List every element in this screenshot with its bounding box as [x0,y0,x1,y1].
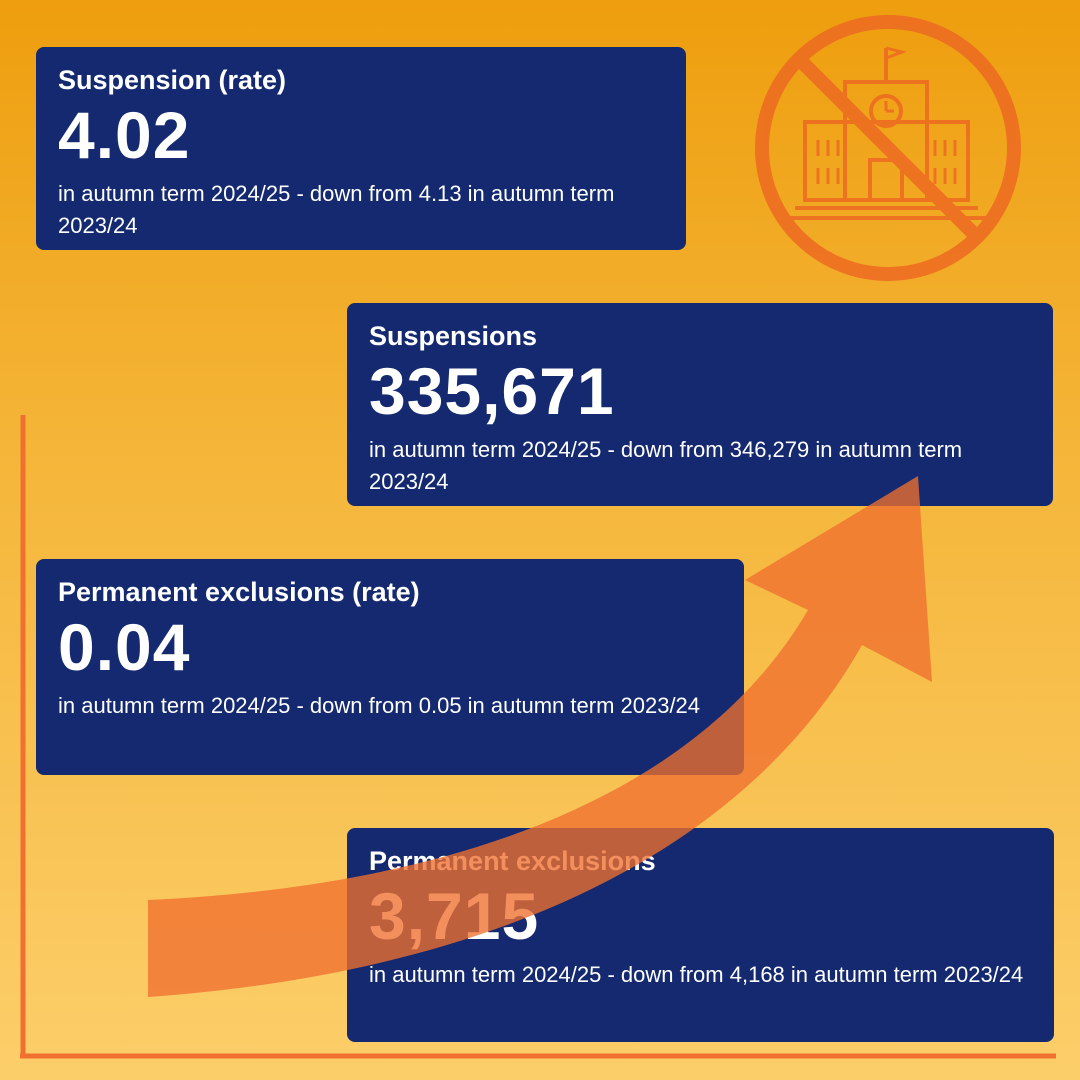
no-school-icon [755,15,1021,281]
stat-card-suspensions: Suspensions 335,671 in autumn term 2024/… [347,303,1053,506]
stat-card-permanent-exclusions: Permanent exclusions 3,715 in autumn ter… [347,828,1054,1042]
stat-description: in autumn term 2024/25 - down from 4,168… [369,962,1024,988]
stat-description: in autumn term 2024/25 - down from 346,2… [369,437,963,494]
stat-value: 0.04 [58,610,191,685]
stat-description: in autumn term 2024/25 - down from 4.13 … [58,181,615,238]
stat-card-permanent-exclusions-rate: Permanent exclusions (rate) 0.04 in autu… [36,559,744,775]
stat-title: Suspension (rate) [58,65,287,95]
stat-value: 335,671 [369,354,615,429]
stat-title: Permanent exclusions [369,846,656,876]
stat-value: 4.02 [58,98,191,173]
stat-title: Permanent exclusions (rate) [58,577,420,607]
stat-value: 3,715 [369,879,540,954]
stat-title: Suspensions [369,321,538,351]
stat-description: in autumn term 2024/25 - down from 0.05 … [58,693,701,719]
stat-card-suspension-rate: Suspension (rate) 4.02 in autumn term 20… [36,47,686,250]
